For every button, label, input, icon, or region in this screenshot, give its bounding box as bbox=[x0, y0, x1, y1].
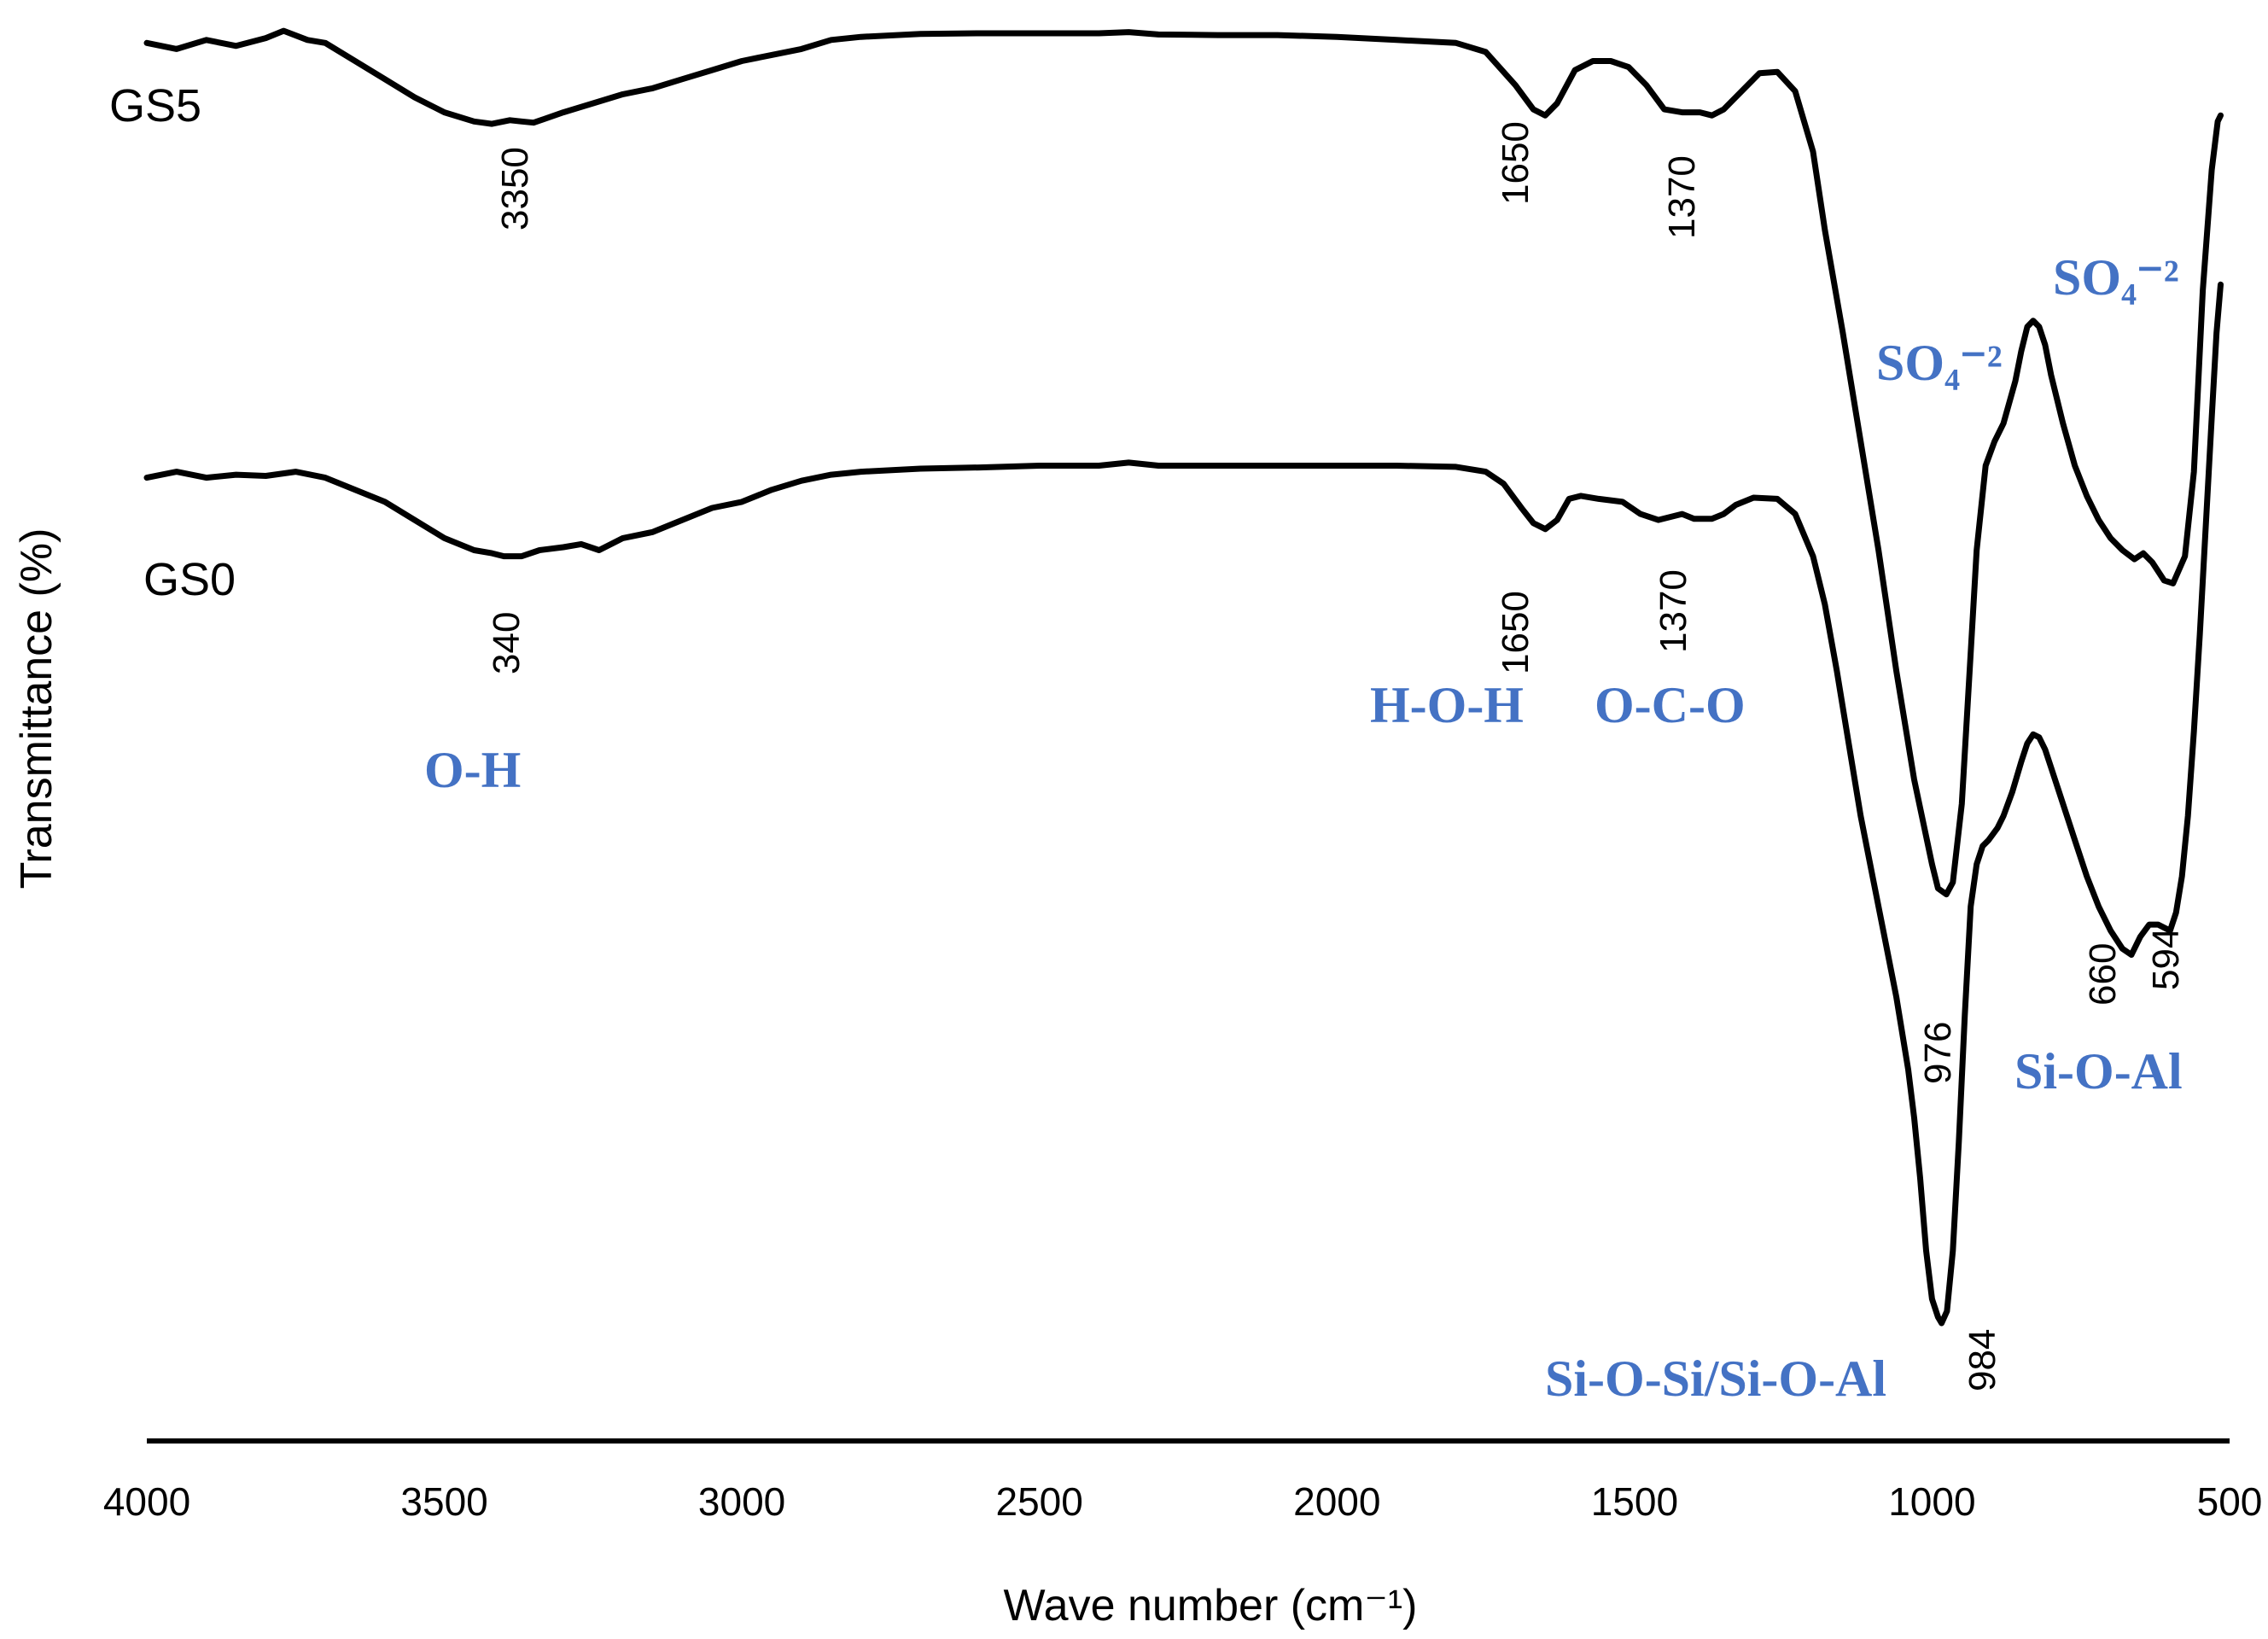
band-label-hoh: H-O-H bbox=[1370, 677, 1524, 733]
band-label-oco: O-C-O bbox=[1595, 677, 1746, 733]
band-label-so4-upper: SO₄⁻² bbox=[2053, 249, 2179, 306]
x-tick-label: 3500 bbox=[400, 1479, 487, 1524]
x-tick-label: 2000 bbox=[1293, 1479, 1380, 1524]
peak-label-gs5-1370: 1370 bbox=[1661, 155, 1703, 239]
x-tick-label: 500 bbox=[2197, 1479, 2263, 1524]
peak-label-gs0-340: 340 bbox=[486, 612, 528, 674]
series-label-gs5: GS5 bbox=[109, 80, 201, 131]
x-tick-label: 2500 bbox=[996, 1479, 1083, 1524]
band-label-oh: O-H bbox=[424, 742, 521, 798]
peak-label-gs5-1650: 1650 bbox=[1495, 121, 1536, 205]
band-label-so4-lower: SO₄⁻² bbox=[1876, 335, 2003, 391]
peak-label-gs5-3350: 3350 bbox=[494, 147, 536, 230]
band-label-siosi-sioal: Si-O-Si/Si-O-Al bbox=[1545, 1350, 1886, 1407]
y-axis-title: Transmittance (%) bbox=[12, 528, 61, 889]
peak-label-gs5-594: 594 bbox=[2145, 928, 2187, 990]
band-label-sioal: Si-O-Al bbox=[2014, 1043, 2183, 1099]
x-axis-title: Wave number (cm⁻¹) bbox=[1004, 1581, 1418, 1630]
plot-lines bbox=[143, 27, 2224, 1327]
peak-label-gs0-1650: 1650 bbox=[1495, 591, 1536, 674]
x-tick-labels: 4000 3500 3000 2500 2000 1500 1000 500 bbox=[103, 1479, 2263, 1524]
x-tick-label: 3000 bbox=[698, 1479, 785, 1524]
peak-label-gs5-976: 976 bbox=[1917, 1022, 1959, 1084]
peak-label-gs0-1370: 1370 bbox=[1653, 569, 1694, 653]
peak-label-gs0-984: 984 bbox=[1962, 1329, 2003, 1391]
peak-label-gs5-660: 660 bbox=[2082, 943, 2124, 1006]
series-line-gs0 bbox=[143, 281, 2224, 1327]
x-tick-label: 4000 bbox=[103, 1479, 190, 1524]
x-tick-label: 1500 bbox=[1591, 1479, 1678, 1524]
x-tick-label: 1000 bbox=[1888, 1479, 1975, 1524]
series-line-gs5 bbox=[143, 27, 2224, 898]
series-label-gs0: GS0 bbox=[143, 554, 236, 605]
